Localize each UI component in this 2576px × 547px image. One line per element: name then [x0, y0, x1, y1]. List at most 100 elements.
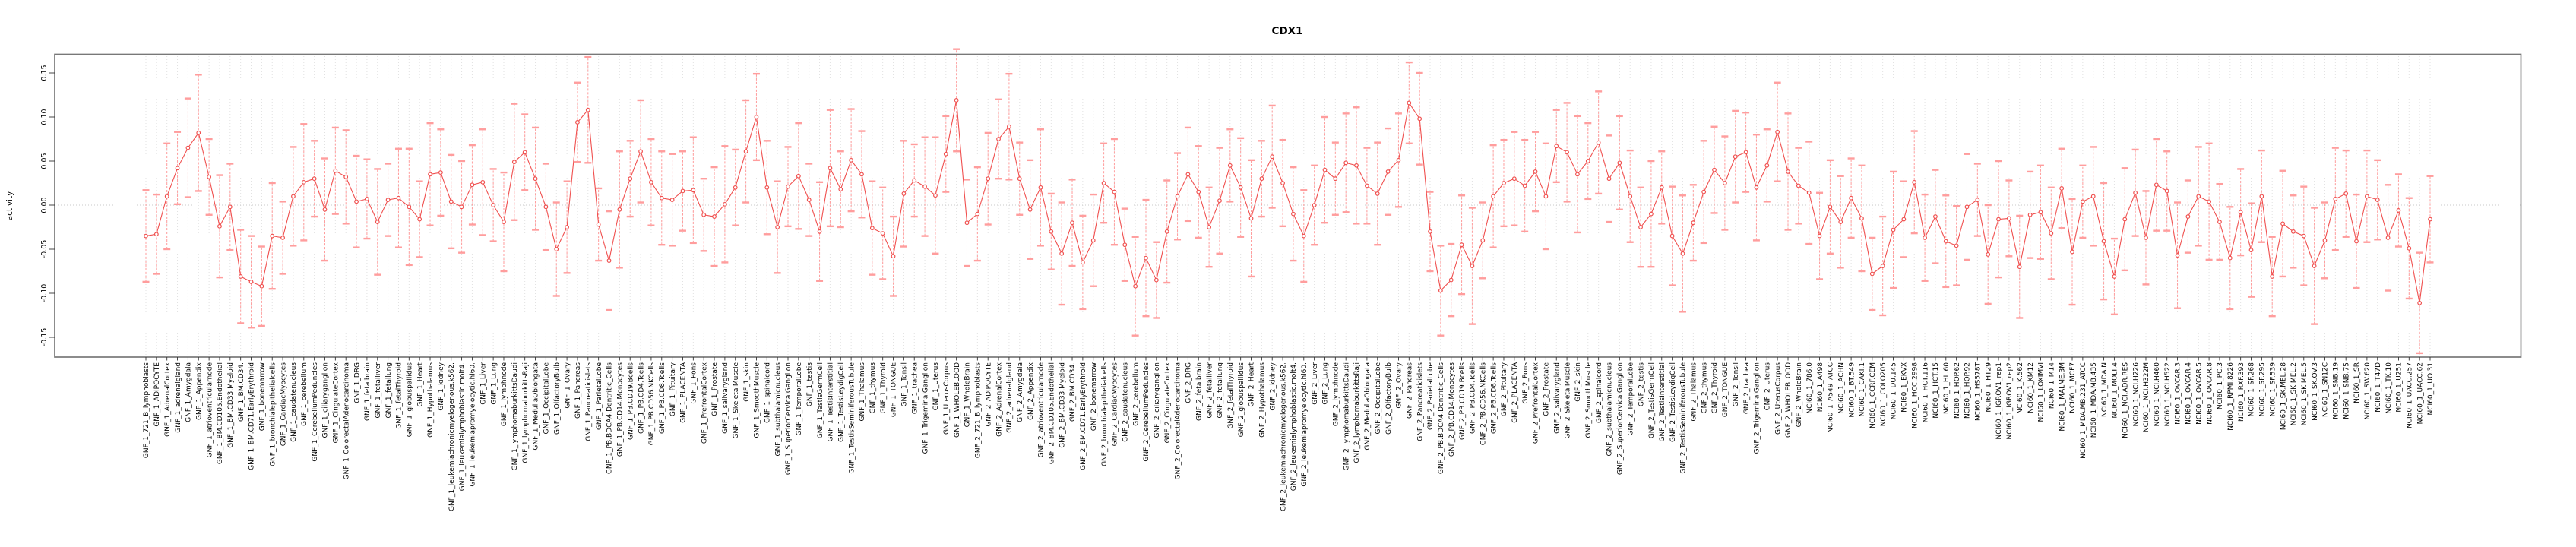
x-tick-label: NCI60_1_COLO205: [1880, 362, 1888, 426]
x-tick-label: GNF_1_PLACENTA: [680, 362, 688, 423]
x-tick-label: GNF_2_TestisLeydigCell: [1669, 362, 1677, 442]
x-tick-label: NCI60_1_UACC.62: [2416, 362, 2424, 424]
x-tick-label: GNF_1_BM.CD71.EarlyErythroid: [248, 362, 256, 470]
data-point: [1659, 185, 1664, 190]
data-point: [1059, 251, 1065, 256]
data-point: [1754, 185, 1759, 190]
data-point: [1038, 185, 1043, 190]
x-tick-label: NCI60_1_NCI.H522: [2164, 362, 2172, 426]
x-tick-label: GNF_1_leukemialymphoblastic.molt4.: [459, 362, 467, 491]
x-tick-label: GNF_1_UterusCorpus: [943, 362, 951, 435]
x-tick-label: GNF_1_BM.CD105.Endothelial: [217, 362, 224, 464]
x-tick-label: GNF_2_PrefrontalCortex: [1533, 362, 1540, 444]
x-tick-label: GNF_1_CingulateCortex: [333, 362, 340, 443]
x-tick-label: GNF_2_ADIPOCYTE: [985, 362, 992, 427]
data-point: [1923, 236, 1927, 240]
data-point: [1154, 277, 1159, 283]
data-point: [153, 232, 159, 237]
data-point: [1217, 198, 1222, 204]
data-point: [1986, 252, 1991, 257]
data-point: [2049, 231, 2054, 236]
x-tick-label: GNF_1_Liver: [479, 362, 487, 405]
data-point: [280, 236, 285, 240]
data-point: [1112, 189, 1117, 194]
x-tick-label: GNF_1_bronchialepithelialcells: [269, 362, 277, 466]
x-tick-label: GNF_1_fetallung: [385, 362, 393, 418]
x-tick-label: GNF_2_WholeBrain: [1796, 362, 1803, 427]
x-tick-label: GNF_2_Thalamus: [1691, 362, 1698, 422]
x-tick-label: NCI60_1_NCI.H226: [2132, 362, 2140, 427]
x-tick-label: GNF_1_leukemiachronicmyelogenous.k562.: [448, 362, 456, 511]
x-tick-label: NCI60_1_SNB.19: [2333, 362, 2340, 419]
x-tick-label: NCI60_1_A498: [1817, 362, 1824, 412]
x-tick-label: GNF_2_Pons: [1522, 362, 1530, 404]
data-point: [912, 178, 917, 183]
x-tick-label: GNF_1_lymphomaburkittsRaji: [522, 362, 530, 463]
data-point: [1227, 163, 1233, 168]
series-line: [145, 100, 2431, 303]
data-point: [1943, 239, 1948, 244]
data-point: [1280, 181, 1285, 185]
x-tick-label: GNF_1_TestisGermCell: [817, 362, 824, 438]
data-point: [943, 151, 948, 157]
data-point: [185, 145, 191, 150]
data-point: [606, 258, 612, 263]
data-point: [312, 176, 317, 182]
x-tick-label: GNF_2_lymphomaburkittsDaudi: [1343, 362, 1350, 470]
x-tick-label: GNF_2_lymphnode: [1333, 362, 1340, 427]
data-point: [669, 198, 675, 202]
x-tick-label: GNF_2_Appendix: [1027, 362, 1035, 420]
x-tick-label: GNF_2_BM.CD34.: [1069, 362, 1077, 422]
data-point: [470, 182, 475, 188]
x-tick-label: GNF_2_bonemarrow: [1090, 362, 1098, 431]
x-tick-label: GNF_2_spinalcord: [1596, 362, 1603, 423]
data-point: [1996, 217, 2001, 222]
data-point: [1522, 183, 1527, 188]
data-point: [1565, 150, 1569, 155]
x-tick-label: NCI60_1_HT29: [1985, 362, 1992, 413]
data-point: [291, 194, 296, 199]
data-point: [2027, 212, 2033, 217]
x-tick-label: NCI60_1_CCRF.CEM: [1869, 362, 1877, 428]
data-point: [2417, 300, 2423, 305]
x-tick-label: GNF_1_TestisInterstitial: [828, 362, 835, 441]
x-tick-label: GNF_2_ColorectalAdenocarcinoma: [1175, 362, 1182, 479]
data-point: [1628, 194, 1633, 199]
x-tick-label: NCI60_1_ACHN: [1837, 362, 1845, 414]
data-point: [1891, 227, 1896, 232]
data-point: [617, 207, 622, 212]
data-point: [1491, 194, 1496, 199]
data-point: [2006, 216, 2011, 221]
x-tick-label: GNF_2_MedullaOblongata: [1364, 362, 1372, 451]
x-tick-label: GNF_1_atrioventricularnode: [206, 362, 214, 458]
x-tick-label: GNF_1_Amygdala: [185, 362, 193, 422]
data-point: [1817, 233, 1822, 239]
data-point: [2070, 249, 2074, 255]
x-tick-label: NCI60_1_NCI.H460: [2154, 362, 2161, 427]
data-point: [796, 173, 801, 179]
data-point: [1101, 181, 1106, 185]
x-tick-label: NCI60_1_RPMI.8226: [2227, 362, 2235, 431]
x-tick-label: GNF_2_721_B_lymphoblasts: [975, 362, 983, 458]
y-tick-label: -0.05: [40, 240, 49, 259]
x-tick-label: GNF_1_Pancreaticislets: [585, 362, 593, 441]
x-tick-label: GNF_1_fetalbrain: [364, 362, 372, 421]
data-point: [1090, 238, 1096, 243]
data-point: [1764, 163, 1770, 168]
x-tick-label: NCI60_1_LOXIMVI: [2038, 362, 2046, 422]
data-point: [175, 166, 180, 171]
x-tick-label: GNF_1_ParietalLobe: [596, 362, 603, 431]
data-point: [1954, 243, 1959, 248]
x-tick-label: GNF_2_thymus: [1701, 362, 1708, 414]
x-tick-label: GNF_2_globuspallidus: [1238, 362, 1245, 438]
data-point: [922, 184, 927, 189]
data-point: [1859, 216, 1864, 221]
x-tick-label: GNF_2_fetalbrain: [1195, 362, 1203, 421]
x-tick-label: GNF_2_WHOLEBLOOD: [1785, 362, 1793, 438]
data-point: [354, 199, 359, 204]
data-point: [543, 204, 549, 210]
x-tick-label: NCI60_1_SK.MEL.28: [2280, 362, 2287, 430]
data-point: [1164, 229, 1169, 234]
x-tick-label: GNF_1_OlfactoryBulb: [553, 362, 561, 435]
x-tick-label: GNF_1_PB.CD4.Tcells: [638, 362, 645, 434]
